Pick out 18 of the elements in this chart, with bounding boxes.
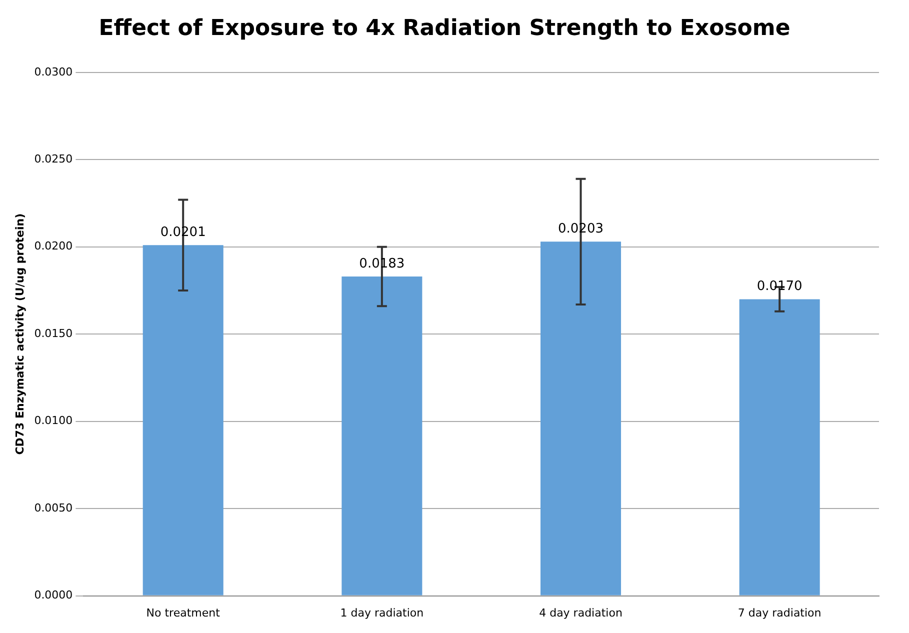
y-tick-label: 0.0000: [34, 588, 73, 602]
y-tick-label: 0.0200: [34, 240, 73, 253]
y-tick-label: 0.0050: [34, 501, 73, 514]
data-label: 0.0170: [756, 279, 802, 294]
y-tick-label: 0.0100: [34, 414, 73, 428]
bar: [540, 242, 622, 596]
x-tick-label: 7 day radiation: [738, 606, 822, 620]
bar: [142, 245, 224, 596]
y-tick-label: 0.0300: [34, 65, 73, 78]
y-tick-label: 0.0150: [34, 326, 73, 340]
bar: [739, 299, 820, 596]
x-tick-label: 1 day radiation: [340, 606, 424, 620]
x-tick-label: No treatment: [146, 606, 221, 620]
x-tick-label: 4 day radiation: [539, 606, 622, 620]
y-tick-label: 0.0250: [34, 152, 73, 166]
bar: [342, 276, 422, 596]
y-axis-title: CD73 Enzymatic activity (U/ug protein): [13, 213, 26, 455]
chart-title: Effect of Exposure to 4x Radiation Strength to Exosome: [98, 16, 790, 41]
